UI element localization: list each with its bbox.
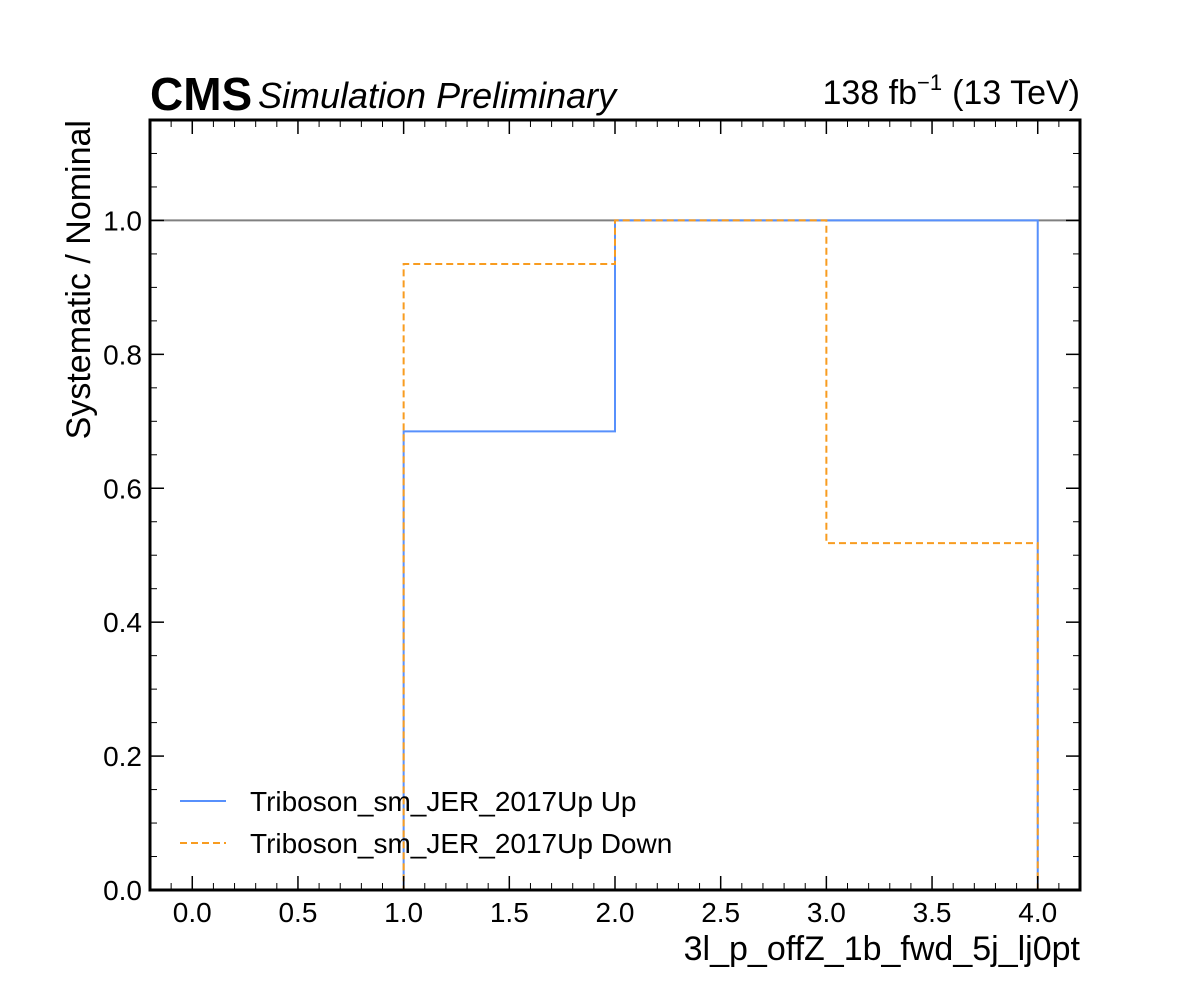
x-tick-label: 3.5 xyxy=(913,897,952,928)
x-tick-label: 2.5 xyxy=(701,897,740,928)
cms-label: CMS xyxy=(150,68,252,120)
x-tick-label: 3.0 xyxy=(807,897,846,928)
x-tick-label: 4.0 xyxy=(1018,897,1057,928)
y-tick-label: 0.6 xyxy=(103,473,142,504)
x-tick-label: 0.0 xyxy=(173,897,212,928)
x-tick-label: 1.0 xyxy=(384,897,423,928)
luminosity-value: 138 fb xyxy=(822,74,917,112)
y-tick-label: 1.0 xyxy=(103,205,142,236)
x-tick-label: 0.5 xyxy=(278,897,317,928)
series-line-down xyxy=(192,219,1039,891)
y-tick-label: 0.4 xyxy=(103,607,142,638)
x-axis-title: 3l_p_offZ_1b_fwd_5j_lj0pt xyxy=(684,930,1081,968)
y-tick-label: 0.8 xyxy=(103,339,142,370)
luminosity-exponent: −1 xyxy=(917,70,942,95)
y-tick-label: 0.0 xyxy=(103,875,142,906)
y-tick-label: 0.2 xyxy=(103,741,142,772)
x-tick-label: 1.5 xyxy=(490,897,529,928)
y-axis-title: Systematic / Nominal xyxy=(60,120,98,439)
series-layer xyxy=(192,219,1039,891)
legend-label-down: Triboson_sm_JER_2017Up Down xyxy=(250,828,672,859)
x-tick-label: 2.0 xyxy=(596,897,635,928)
luminosity-label: 138 fb−1 (13 TeV) xyxy=(822,70,1080,112)
cms-sublabel: Simulation Preliminary xyxy=(258,75,618,116)
energy-label: (13 TeV) xyxy=(952,74,1080,112)
tick-labels-layer: 0.0 0.5 1.0 1.5 2.0 2.5 3.0 3.5 4.0 0.0 0.2 0.4 0.6 0… xyxy=(103,205,1057,928)
plot-frame xyxy=(148,118,1082,892)
legend-label-up: Triboson_sm_JER_2017Up Up xyxy=(250,786,637,817)
legend: Triboson_sm_JER_2017Up Up Triboson_sm_JE… xyxy=(180,786,672,859)
